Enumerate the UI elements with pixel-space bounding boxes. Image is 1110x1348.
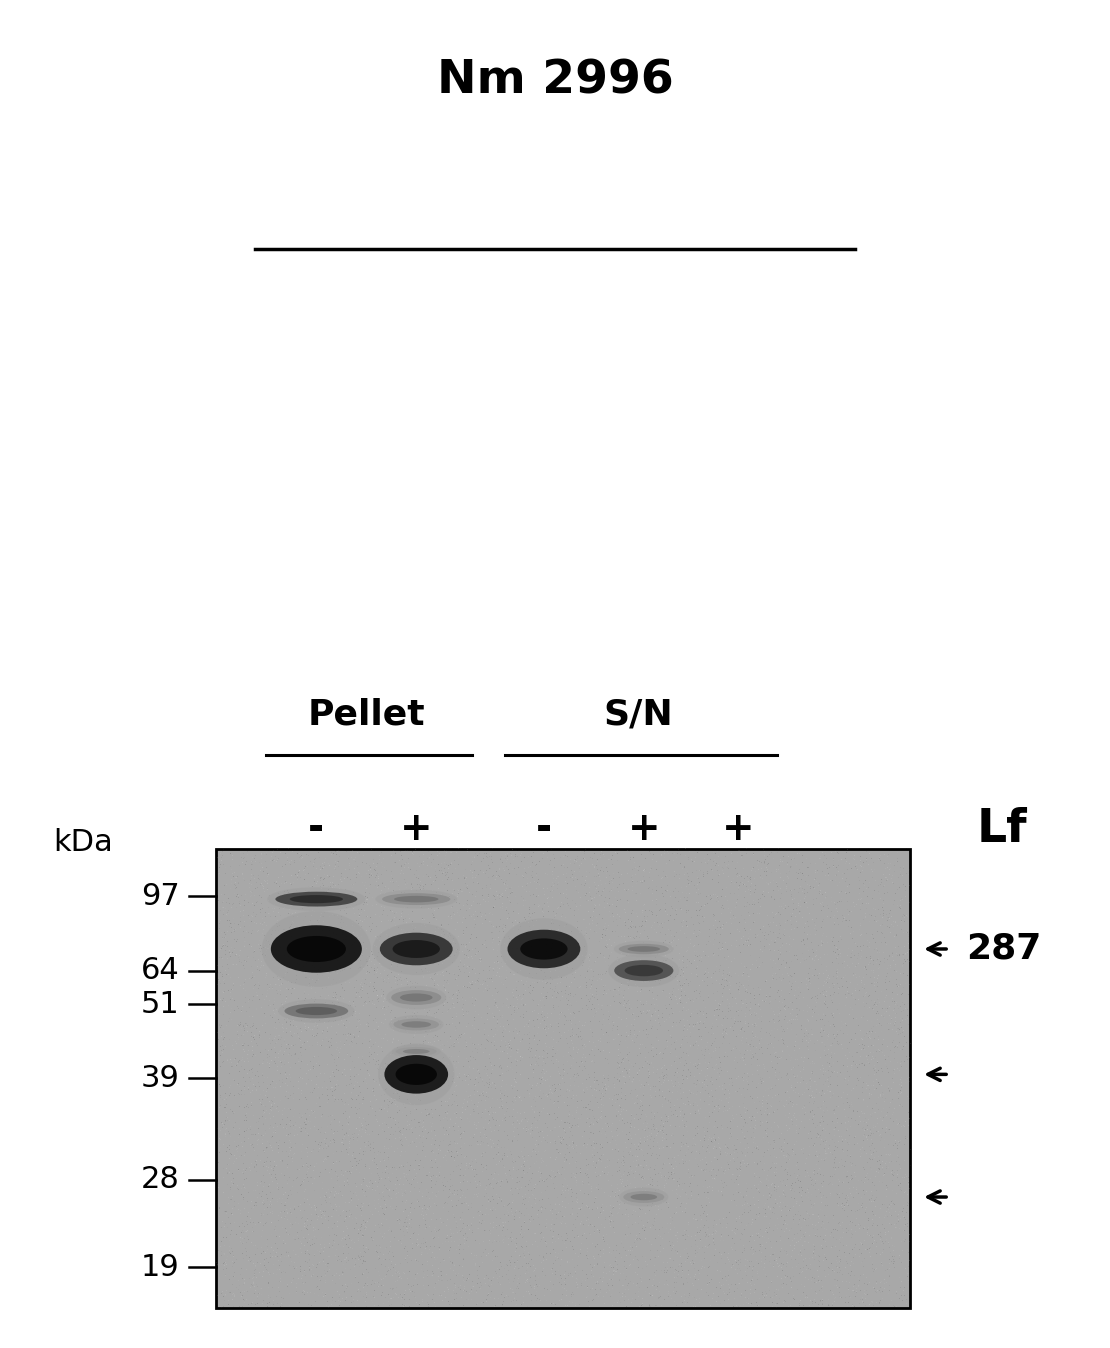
Text: +: +: [400, 810, 433, 848]
Ellipse shape: [380, 933, 453, 965]
Text: +: +: [627, 810, 660, 848]
Ellipse shape: [373, 923, 460, 975]
Ellipse shape: [619, 1188, 668, 1206]
Ellipse shape: [375, 890, 457, 909]
Text: Pellet: Pellet: [307, 697, 425, 732]
Ellipse shape: [394, 1019, 440, 1030]
Ellipse shape: [262, 911, 371, 987]
Ellipse shape: [630, 1194, 657, 1200]
Ellipse shape: [392, 1045, 441, 1058]
Ellipse shape: [393, 940, 440, 958]
Ellipse shape: [286, 936, 346, 962]
Text: S/N: S/N: [604, 697, 673, 732]
Text: -: -: [309, 810, 324, 848]
Ellipse shape: [295, 1007, 337, 1015]
Ellipse shape: [396, 1047, 436, 1055]
Ellipse shape: [275, 892, 357, 907]
Text: 39: 39: [141, 1064, 180, 1093]
Text: 64: 64: [141, 956, 180, 985]
Ellipse shape: [391, 989, 442, 1004]
Ellipse shape: [379, 1043, 454, 1105]
Text: +: +: [722, 810, 755, 848]
Ellipse shape: [394, 896, 438, 902]
Text: kDa: kDa: [53, 828, 113, 857]
Ellipse shape: [284, 1003, 349, 1019]
Text: -: -: [536, 810, 552, 848]
Ellipse shape: [400, 993, 433, 1002]
Ellipse shape: [402, 1022, 431, 1027]
Text: 28: 28: [141, 1165, 180, 1194]
Ellipse shape: [608, 954, 679, 987]
Ellipse shape: [618, 944, 669, 954]
Ellipse shape: [388, 1015, 444, 1034]
Ellipse shape: [268, 887, 365, 911]
Ellipse shape: [382, 894, 451, 905]
Ellipse shape: [627, 946, 660, 952]
Ellipse shape: [614, 960, 674, 981]
Ellipse shape: [279, 999, 354, 1023]
Ellipse shape: [501, 918, 587, 980]
Ellipse shape: [395, 1064, 437, 1085]
Bar: [216, 849, 910, 1308]
Ellipse shape: [403, 1049, 430, 1054]
Ellipse shape: [625, 965, 663, 976]
Ellipse shape: [290, 895, 343, 903]
Text: Lf: Lf: [977, 806, 1028, 852]
Ellipse shape: [384, 1055, 448, 1093]
Ellipse shape: [271, 925, 362, 973]
Text: 287: 287: [966, 931, 1041, 967]
Ellipse shape: [521, 938, 567, 960]
Text: 51: 51: [141, 989, 180, 1019]
Text: Nm 2996: Nm 2996: [436, 58, 674, 104]
Ellipse shape: [614, 941, 674, 957]
Text: 97: 97: [141, 882, 180, 911]
Ellipse shape: [624, 1192, 664, 1202]
Ellipse shape: [386, 985, 446, 1010]
Ellipse shape: [507, 930, 581, 968]
Text: 19: 19: [141, 1252, 180, 1282]
